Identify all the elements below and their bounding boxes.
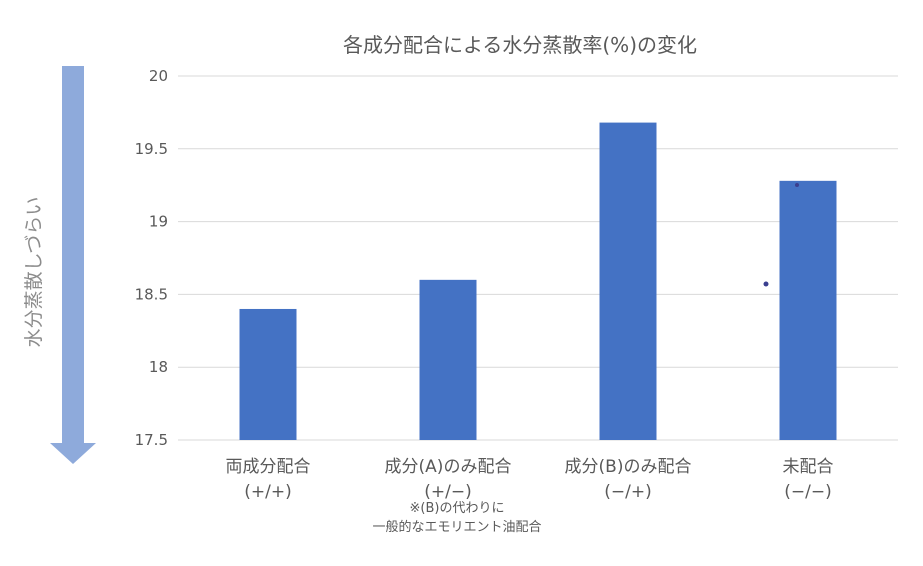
bars xyxy=(239,122,837,440)
stray-dot xyxy=(795,183,799,187)
category-note-line: ※(B)の代わりに xyxy=(410,501,505,516)
bar xyxy=(599,122,657,440)
category-label: (−/−) xyxy=(784,482,831,502)
side-label: 水分蒸散しづらい xyxy=(23,197,45,348)
category-labels: 両成分配合 (+/+) 成分(A)のみ配合 (+/−) 成分(B)のみ配合 (−/+) 未配… xyxy=(226,457,834,502)
category-label: 成分(B)のみ配合 xyxy=(565,457,692,477)
stray-dot xyxy=(763,281,769,287)
chart-title: 各成分配合による水分蒸散率(%)の変化 xyxy=(343,33,697,57)
category-label: (−/+) xyxy=(604,482,651,502)
category-label: 成分(A)のみ配合 xyxy=(385,457,512,477)
category-label: 未配合 xyxy=(783,457,834,477)
side-arrow xyxy=(50,66,96,464)
y-tick-label: 18 xyxy=(149,358,168,376)
bar xyxy=(239,308,297,440)
category-note: ※(B)の代わりに 一般的なエモリエント油配合 xyxy=(372,501,541,535)
y-axis-ticks: 17.5 18 18.5 19 19.5 20 xyxy=(135,67,168,449)
y-tick-label: 20 xyxy=(149,67,168,85)
bar xyxy=(419,279,477,440)
side-arrow-head xyxy=(50,443,96,464)
bar xyxy=(779,180,837,440)
y-tick-label: 18.5 xyxy=(135,285,168,303)
side-arrow-shaft xyxy=(62,66,84,444)
y-tick-label: 19 xyxy=(149,213,168,231)
gridlines xyxy=(178,75,898,441)
category-note-line: 一般的なエモリエント油配合 xyxy=(372,519,541,535)
y-tick-label: 19.5 xyxy=(135,140,168,158)
category-label: (+/+) xyxy=(244,482,291,502)
category-label: (+/−) xyxy=(424,482,471,502)
y-tick-label: 17.5 xyxy=(135,431,168,449)
category-label: 両成分配合 xyxy=(226,457,311,477)
